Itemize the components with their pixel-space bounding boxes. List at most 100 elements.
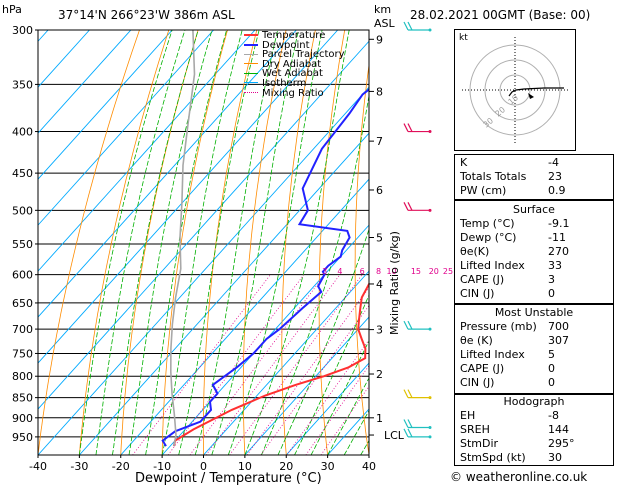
most-unstable-box: [454, 304, 614, 394]
location-title: 37°14'N 266°23'W 386m ASL: [58, 8, 235, 22]
wind-barb-flag: [407, 419, 413, 428]
wet-adiabat-line: [277, 228, 369, 455]
pressure-tick-label: 800: [12, 370, 33, 383]
wind-barb-flag: [403, 202, 409, 211]
isotherm-line: [203, 270, 369, 455]
surface-row: Dewp (°C) -11: [454, 231, 614, 245]
hodograph-stat-label: EH: [460, 409, 476, 422]
hodograph-stat-value: 30: [548, 451, 562, 464]
legend-label: Dewpoint: [262, 39, 310, 51]
wind-barb-flag: [403, 123, 409, 132]
isotherm-line: [161, 224, 369, 455]
legend-item: Mixing Ratio: [244, 88, 345, 99]
surface-box: [454, 200, 614, 304]
hodograph-stat-value: 144: [548, 423, 569, 436]
hodograph-table-title: Hodograph: [503, 395, 565, 408]
isotherm-line: [285, 362, 369, 455]
pressure-tick-label: 600: [12, 269, 33, 282]
surface-row: Lifted Index 33: [454, 259, 614, 273]
hodograph-ring-10: [499, 74, 531, 106]
mixing-ratio-label: 15: [411, 267, 421, 276]
temperature-tick-label: 0: [200, 460, 207, 473]
k-index-value: -4: [548, 156, 559, 169]
hodograph-stat-label: StmDir: [460, 437, 499, 450]
most-unstable-row: θe (K) 307: [454, 334, 614, 348]
mixing-ratio-label: 6: [360, 267, 365, 276]
wind-barb-flag: [403, 21, 409, 31]
surface-table: Surface Temp (°C) -9.1 Dewp (°C) -11 θe(K) 27…: [454, 203, 614, 301]
km-tick-label: 4: [376, 278, 383, 291]
legend-swatch: [244, 92, 258, 94]
legend-label: Dry Adiabat: [262, 58, 322, 70]
wind-barb-dot: [428, 425, 432, 429]
wet-adiabat-line: [128, 30, 213, 455]
dewpoint-line: [161, 88, 369, 447]
surface-row: CAPE (J) 3: [454, 273, 614, 287]
km-tick-label: LCL: [384, 429, 405, 442]
dry-adiabat-line: [424, 30, 452, 455]
hodograph-ring-30: [469, 44, 561, 136]
pressure-tick-label: 950: [12, 431, 33, 444]
surface-value: -11: [548, 231, 566, 244]
legend-swatch: [244, 53, 258, 55]
hodograph-stat-label: SREH: [460, 423, 490, 436]
wind-barb-flag: [407, 320, 413, 330]
pressure-tick-label: 500: [12, 204, 33, 217]
hodograph-stat-row: EH -8: [454, 409, 614, 423]
mixing-ratio-label: 10: [386, 267, 396, 276]
hodograph-trace: [508, 87, 564, 97]
legend-label: Wet Adiabat: [262, 68, 323, 80]
surface-row: θe(K) 270: [454, 245, 614, 259]
most-unstable-label: Pressure (mb): [460, 320, 537, 333]
wet-adiabat-line: [261, 93, 369, 455]
hodograph-stat-row: StmDir 295°: [454, 437, 614, 451]
surface-value: 0: [548, 287, 555, 300]
km-tick-label: 8: [376, 85, 383, 98]
mixing-ratio-axis-title: Mixing Ratio (g/kg): [388, 231, 401, 335]
storm-motion-marker: [528, 93, 534, 99]
most-unstable-value: 700: [548, 320, 569, 333]
pw-row: PW (cm) 0.9: [454, 184, 614, 198]
isotherm-line: [38, 40, 369, 410]
mixing-ratio-line: [246, 286, 369, 455]
legend-item: Isotherm: [244, 77, 345, 89]
surface-label: Temp (°C): [460, 217, 515, 230]
surface-title: Surface: [513, 203, 555, 216]
surface-label: Lifted Index: [460, 259, 525, 272]
wind-barb-dot: [428, 208, 432, 212]
mixing-ratio-line: [189, 274, 325, 455]
pressure-tick-label: 650: [12, 297, 33, 310]
temperature-tick-label: -30: [70, 460, 88, 473]
pressure-tick-label: 750: [12, 347, 33, 360]
isotherm-line: [120, 178, 369, 455]
mixing-ratio-line: [132, 274, 271, 455]
most-unstable-label: CAPE (J): [460, 362, 505, 375]
temperature-tick-label: 10: [238, 460, 252, 473]
mixing-ratio-label: 3: [322, 267, 327, 276]
wind-barb-flag: [407, 428, 413, 438]
pressure-tick-label: 400: [12, 126, 33, 139]
isotherm-line: [38, 30, 214, 226]
km-tick-label: 9: [376, 33, 383, 46]
most-unstable-table: Most Unstable Pressure (mb) 700 θe (K) 307 L…: [454, 306, 614, 390]
most-unstable-label: θe (K): [460, 334, 493, 347]
legend-label: Isotherm: [262, 77, 307, 89]
hpa-label: hPa: [2, 3, 22, 16]
isotherm-line: [38, 30, 297, 318]
dry-adiabat-line: [79, 30, 170, 455]
mixing-ratio-line: [260, 304, 369, 455]
dry-adiabat-line: [120, 30, 199, 455]
hodograph-stat-value: 295°: [548, 437, 575, 450]
most-unstable-row: CAPE (J) 0: [454, 362, 614, 376]
pressure-tick-label: 850: [12, 392, 33, 405]
isotherm-line: [38, 86, 369, 455]
pressure-tick-label: 300: [12, 24, 33, 37]
legend-item: Temperature: [244, 31, 345, 41]
legend-swatch: [244, 63, 258, 65]
wind-barb-dot: [428, 130, 432, 134]
wet-adiabat-line: [145, 30, 227, 455]
mixing-ratio-line: [305, 364, 369, 455]
surface-row: Temp (°C) -9.1: [454, 217, 614, 231]
mixing-ratio-label: 20: [429, 267, 439, 276]
parcel-trajectory-line: [169, 30, 196, 447]
